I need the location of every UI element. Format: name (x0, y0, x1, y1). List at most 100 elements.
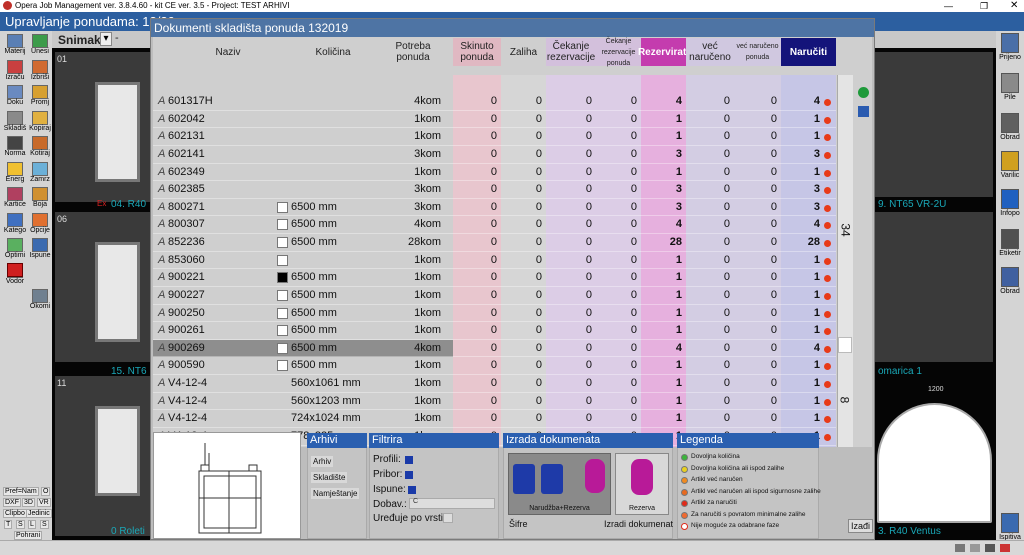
settings-label[interactable]: 3D (22, 498, 35, 507)
item-code[interactable]: 900221 (168, 271, 205, 284)
cell-value: 1 (813, 130, 820, 143)
tool-button[interactable] (7, 136, 23, 150)
item-code[interactable]: 602141 (168, 147, 205, 160)
codes-button[interactable]: Šifre (509, 519, 528, 529)
column-header[interactable]: Rezervirati (638, 38, 689, 66)
cell-value: 0 (723, 306, 730, 319)
scroll-thumb[interactable] (838, 337, 852, 353)
tool-button[interactable] (32, 34, 48, 48)
tool-button[interactable] (7, 59, 23, 74)
row-marker: A (158, 183, 166, 196)
settings-label[interactable]: S (40, 520, 49, 529)
minimize-button[interactable]: — (944, 1, 953, 11)
settings-label[interactable]: Clipbo (3, 509, 27, 518)
create-document-button[interactable]: Izradi dokumenat (604, 519, 674, 529)
exit-button[interactable]: Izađi (848, 519, 874, 533)
settings-label[interactable]: T (4, 520, 13, 529)
tool-button[interactable] (32, 238, 48, 252)
tool-button[interactable] (7, 85, 23, 99)
settings-label[interactable]: O (41, 487, 51, 496)
item-code[interactable]: V4-12-4 (168, 377, 208, 390)
tool-button[interactable] (7, 161, 23, 176)
exit-icon[interactable] (7, 263, 23, 277)
tool-button[interactable] (1001, 33, 1019, 53)
item-code[interactable]: 900269 (168, 341, 205, 354)
cell-value: 1 (675, 112, 682, 125)
scrollbar[interactable] (837, 75, 853, 447)
settings-label[interactable]: L (28, 520, 36, 529)
tool-button[interactable] (32, 110, 48, 125)
column-header[interactable]: Skinuto ponuda (453, 38, 501, 66)
item-code[interactable]: 900250 (168, 306, 205, 319)
settings-label[interactable]: DXF (3, 498, 21, 507)
tool-button[interactable] (1001, 73, 1019, 93)
filter-toggle[interactable] (405, 471, 413, 479)
tool-button[interactable] (32, 187, 48, 201)
tool-button[interactable] (32, 212, 48, 227)
tool-button[interactable] (32, 59, 48, 74)
settings-label[interactable]: S (16, 520, 25, 529)
supplier-input[interactable] (409, 498, 495, 509)
tool-label: Ispune (29, 252, 51, 259)
item-code[interactable]: 900227 (168, 288, 205, 301)
tool-button[interactable] (7, 110, 23, 125)
tool-button[interactable] (1001, 267, 1019, 287)
filter-toggle[interactable] (405, 456, 413, 464)
item-code[interactable]: V4-12-4 (168, 412, 208, 425)
type-toggle[interactable] (443, 513, 453, 523)
column-header[interactable]: Potreba ponuda (395, 41, 431, 63)
filter-toggle[interactable] (408, 486, 416, 494)
settings-label[interactable]: Jedinic (26, 509, 52, 518)
tool-button[interactable] (1001, 151, 1019, 171)
column-header[interactable]: Čekanje rezervacije (546, 38, 596, 66)
cell-value: 1 (813, 165, 820, 178)
tool-button[interactable] (32, 289, 48, 303)
column-header[interactable]: Naručiti (781, 38, 836, 66)
tool-button[interactable] (7, 34, 23, 48)
cell-value: 0 (723, 394, 730, 407)
column-header[interactable]: već naručeno ponuda (734, 38, 781, 66)
item-code[interactable]: 800271 (168, 200, 205, 213)
item-qty: 1kom (414, 288, 441, 301)
archive-button[interactable]: Skladište (311, 472, 348, 483)
settings-label[interactable]: Pref=Nam (3, 487, 39, 496)
item-code[interactable]: 900261 (168, 324, 205, 337)
column-header[interactable]: već naručeno (686, 38, 734, 66)
tool-button[interactable] (1001, 513, 1019, 533)
archive-button[interactable]: Namještanje (311, 488, 360, 499)
item-code[interactable]: 602131 (168, 130, 205, 143)
close-button[interactable]: ✕ (1010, 0, 1019, 11)
item-code[interactable]: 602042 (168, 112, 205, 125)
settings-label[interactable]: Pohrani (14, 531, 43, 540)
tool-button[interactable] (1001, 113, 1019, 133)
settings-label[interactable]: VR (37, 498, 51, 507)
column-header[interactable]: Čekanje rezervacije ponuda (596, 38, 641, 67)
column-header[interactable]: Naziv (215, 46, 241, 58)
archive-button[interactable]: Arhiv (311, 456, 334, 467)
tool-button[interactable] (32, 136, 48, 150)
cell-value: 0 (770, 359, 777, 372)
maximize-button[interactable]: ❐ (980, 1, 989, 11)
item-code[interactable]: 900590 (168, 359, 205, 372)
item-code[interactable]: 602385 (168, 183, 205, 196)
item-code[interactable]: 852236 (168, 236, 205, 249)
cell-value: 0 (535, 412, 542, 425)
item-code[interactable]: 800307 (168, 218, 205, 231)
tool-button[interactable] (7, 212, 23, 227)
item-code[interactable]: 853060 (168, 253, 205, 266)
item-code[interactable]: 602349 (168, 165, 205, 178)
item-code[interactable]: V4-12-4 (168, 394, 208, 407)
confirm-icon[interactable] (858, 87, 869, 98)
tool-button[interactable] (1001, 229, 1019, 249)
column-header[interactable]: Količina (315, 46, 351, 58)
tool-button[interactable] (32, 161, 48, 176)
column-header[interactable]: Zaliha (509, 46, 538, 58)
compare-icon[interactable] (858, 106, 869, 117)
tool-button[interactable] (1001, 189, 1019, 209)
tool-button[interactable] (7, 187, 23, 201)
tool-button[interactable] (32, 85, 48, 99)
panel (677, 433, 819, 539)
snapshot-dropdown[interactable]: ▾ (100, 32, 112, 46)
tool-button[interactable] (7, 238, 23, 252)
item-code[interactable]: 601317H (168, 95, 213, 107)
